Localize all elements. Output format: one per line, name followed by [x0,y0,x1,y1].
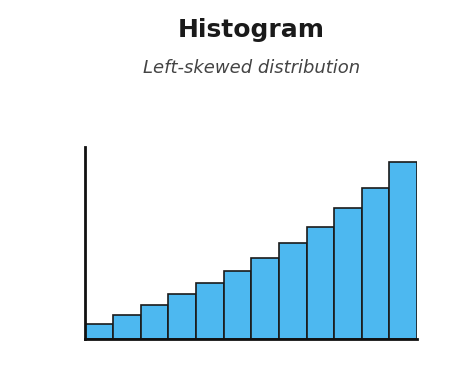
Text: Left-skewed distribution: Left-skewed distribution [143,59,360,77]
Bar [307,227,334,339]
Bar [334,208,362,339]
Bar [113,315,141,339]
Bar [362,188,390,339]
Bar [224,271,251,339]
Bar [141,305,168,339]
Bar [279,243,307,339]
Bar [85,324,113,339]
Bar [168,294,196,339]
Bar [251,258,279,339]
Bar [390,162,417,339]
Text: Histogram: Histogram [178,18,325,42]
Bar [196,283,224,339]
